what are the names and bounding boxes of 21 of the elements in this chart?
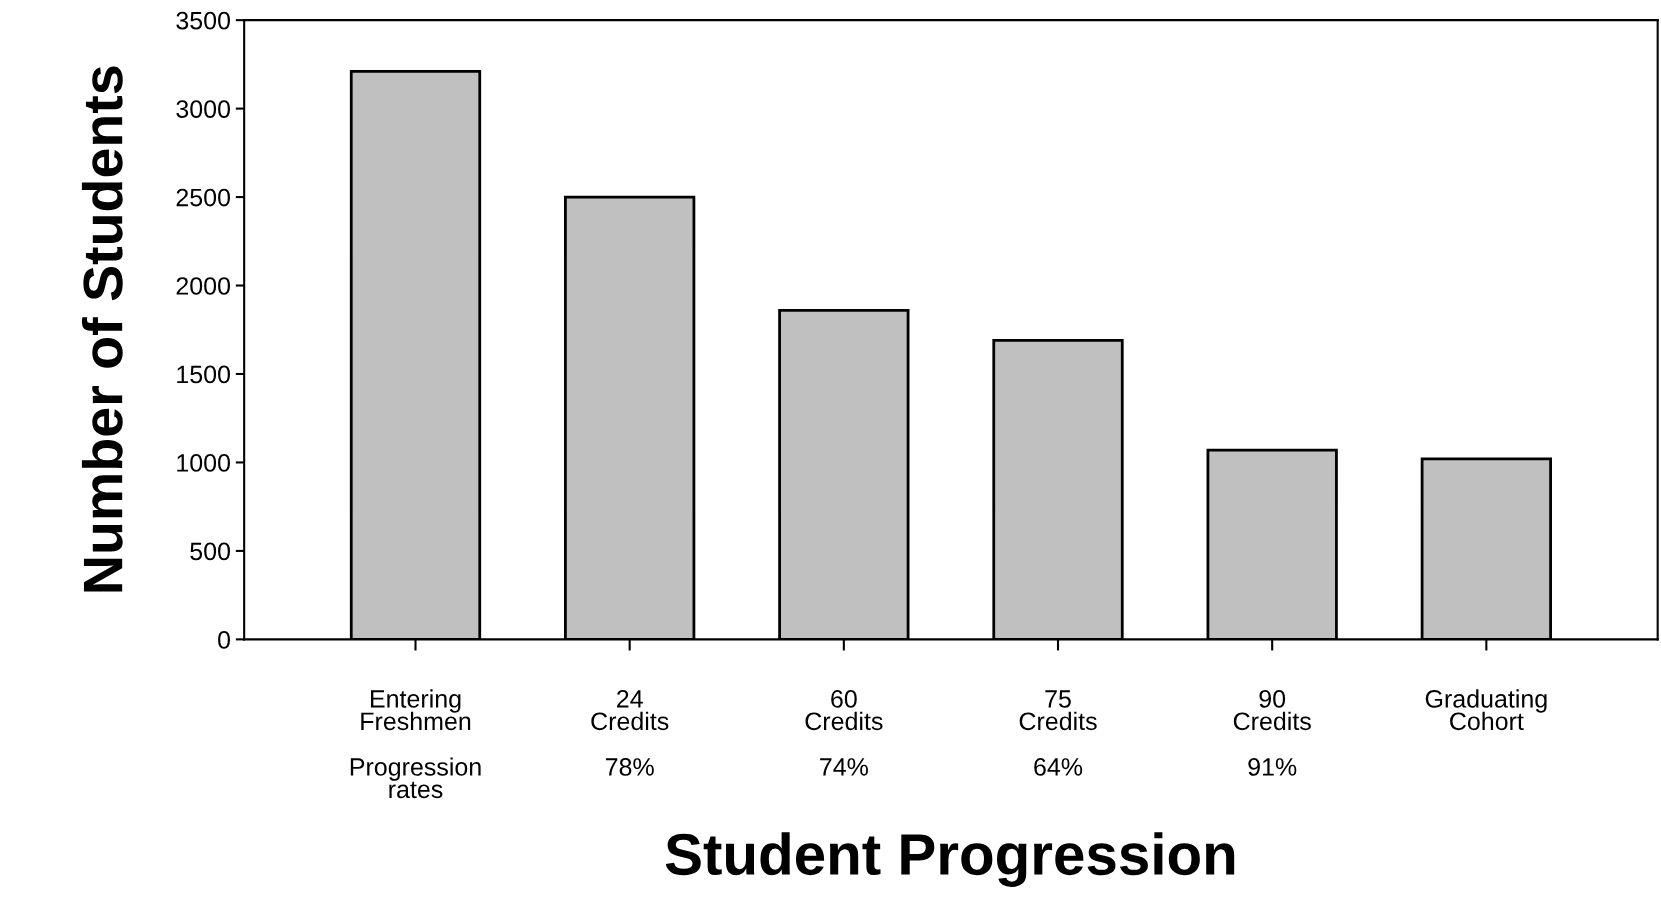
y-tick-label: 1000 [177, 454, 230, 472]
x-tick-label: Graduating Cohort [1425, 689, 1547, 731]
text: 78% [605, 758, 654, 776]
y-axis-title: Number of Students [81, 66, 123, 592]
x-axis-title: Student Progression [665, 832, 1235, 887]
x-tick-label: Entering Freshmen [361, 689, 471, 731]
x-tick-label: 75 Credits [1019, 690, 1097, 731]
x-tick-label: 90 Credits [1233, 690, 1311, 731]
y-tick-label: 0 [218, 630, 230, 649]
y-tick-label: 2000 [176, 277, 230, 295]
text: 74% [820, 758, 868, 776]
x-tick-label: 24 Credits [591, 690, 669, 731]
y-tick-label: 2500 [176, 188, 230, 207]
text: 91% [1248, 758, 1297, 776]
x-tick-label: 60 Credits [805, 690, 883, 731]
y-tick-label: 3500 [176, 11, 230, 30]
y-tick-label: 500 [190, 542, 230, 561]
text: Progression rates [350, 757, 481, 799]
y-tick-label: 3000 [176, 100, 230, 118]
text: 64% [1034, 758, 1083, 776]
y-tick-label: 1500 [177, 365, 230, 384]
